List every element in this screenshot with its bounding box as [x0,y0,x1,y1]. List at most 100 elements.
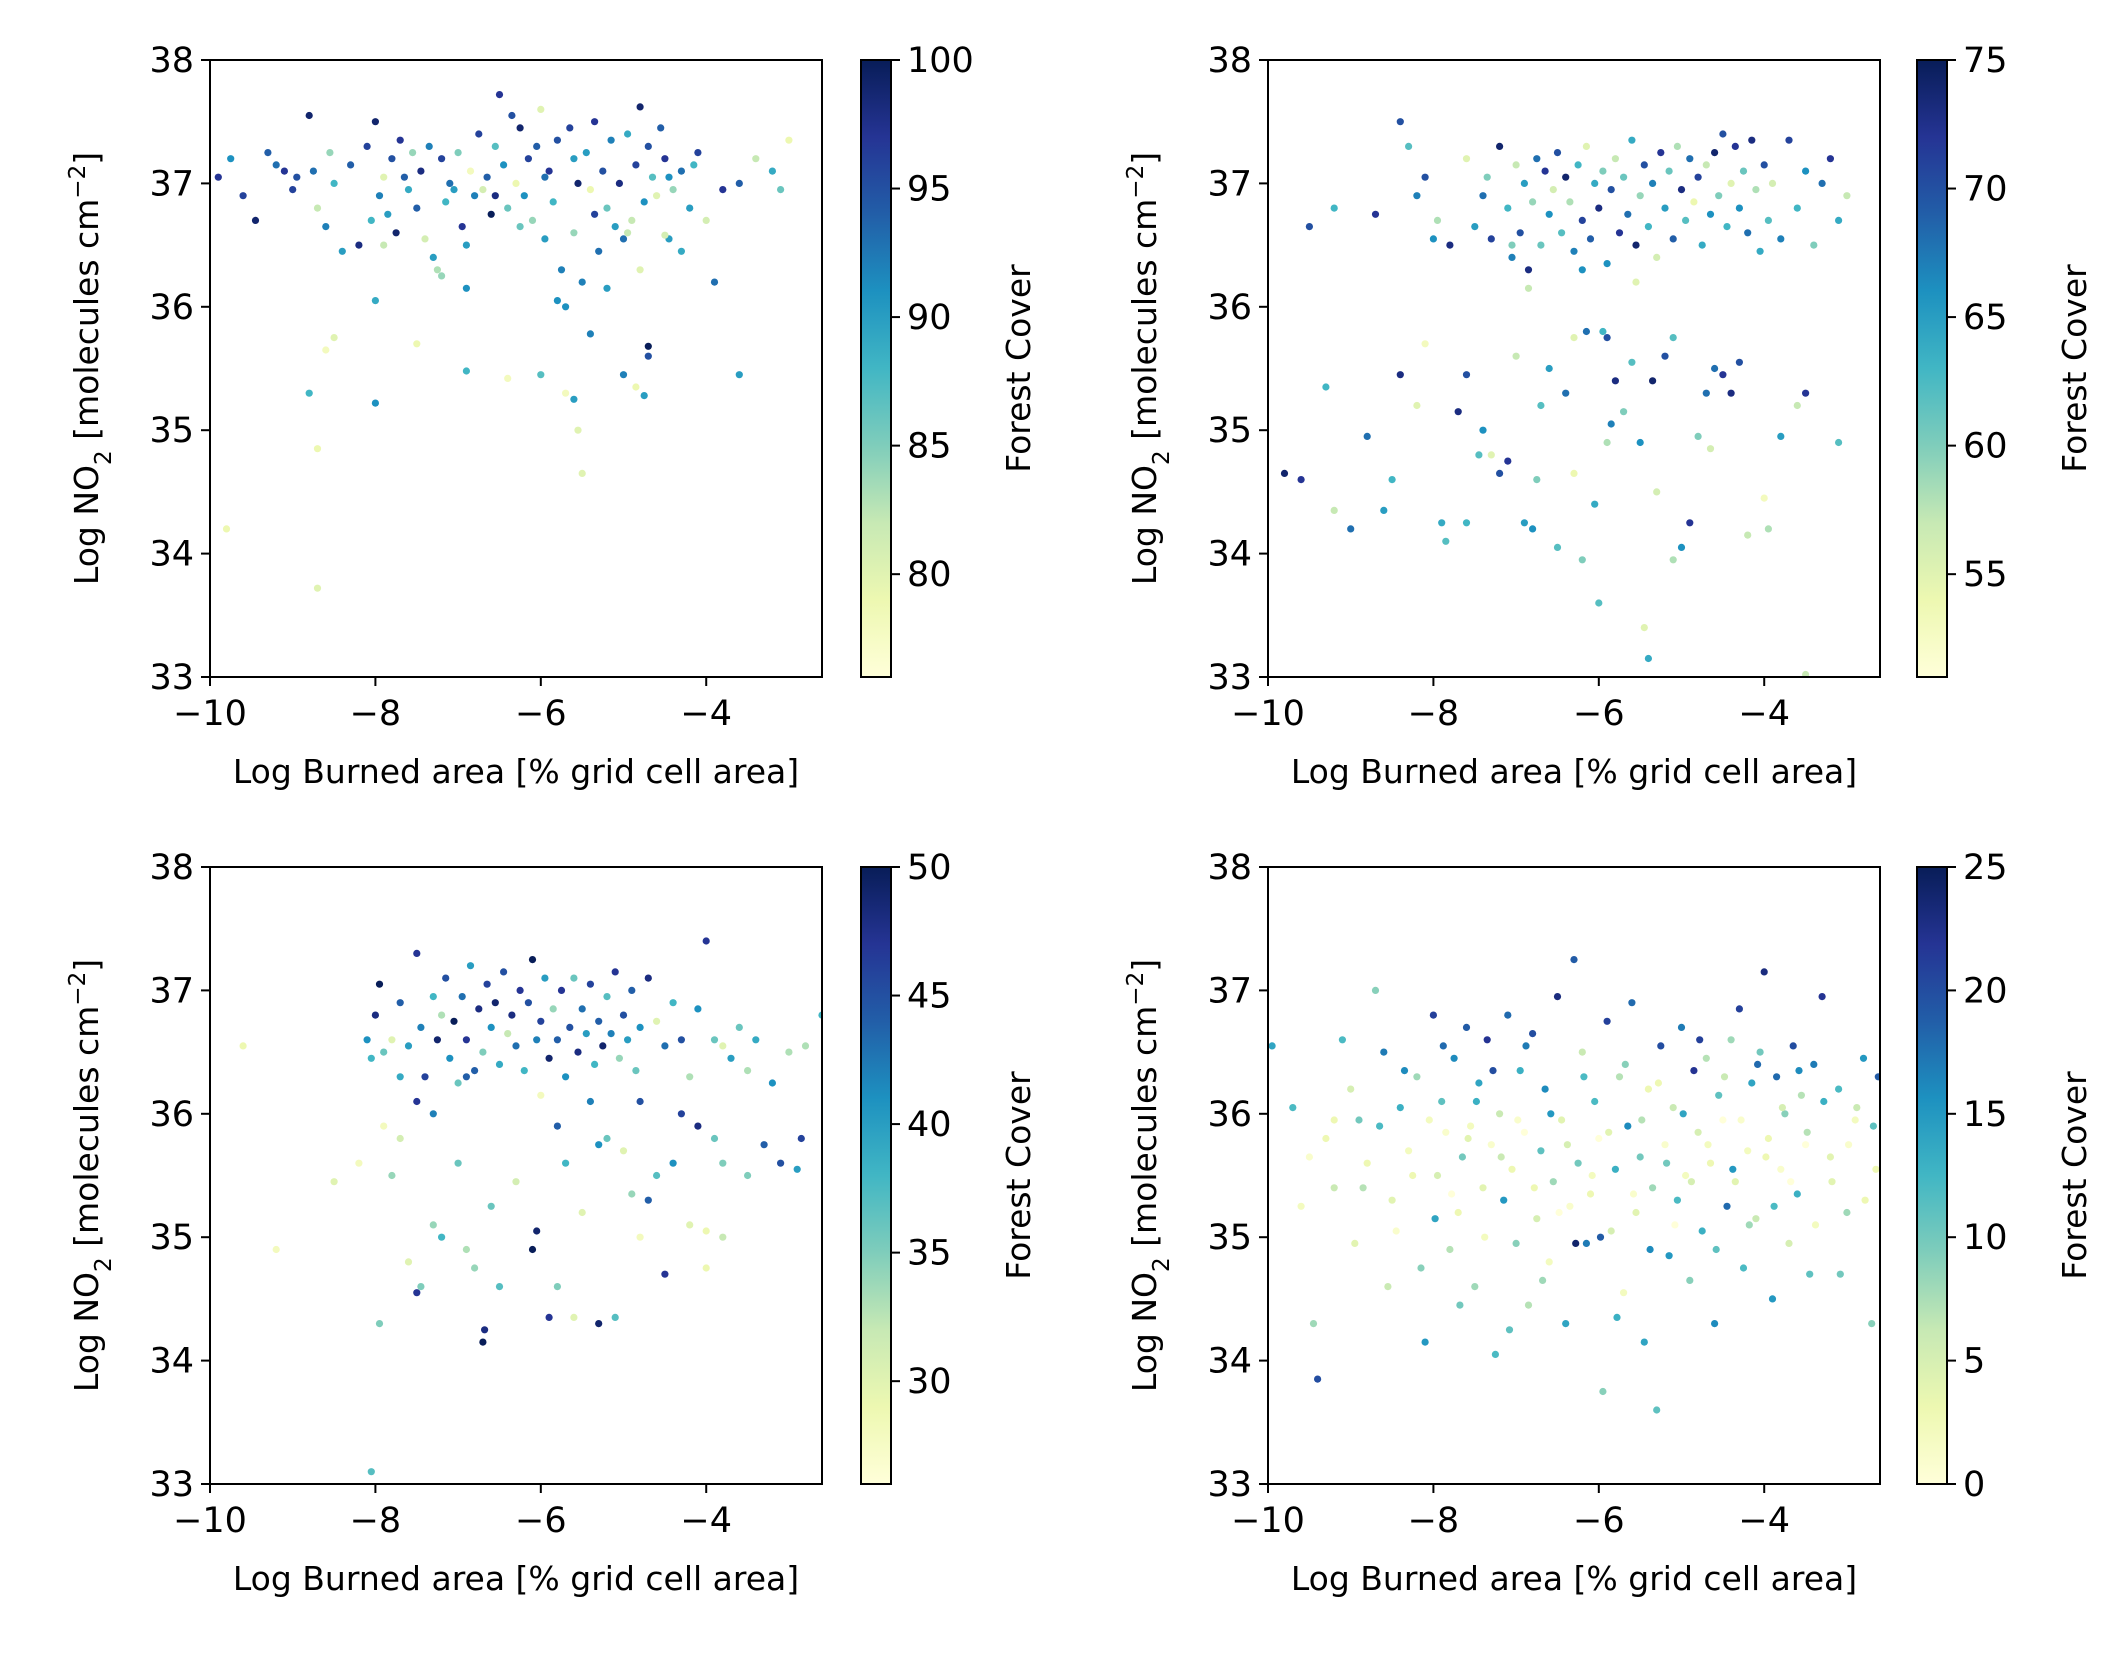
data-point [1475,451,1483,459]
panel-bottom-left: −10 −8 −6 −4 33 34 35 36 37 38 Log Burned area [% … [65,848,1038,1598]
data-point [462,241,470,249]
data-point [1380,1048,1388,1056]
data-point [545,167,553,175]
data-point [375,192,384,200]
data-point [1657,149,1665,157]
y-tick-label: 37 [149,971,194,1011]
data-point [1582,1239,1590,1247]
data-point [1487,451,1495,459]
data-point [1591,500,1599,508]
data-point [1330,1116,1338,1124]
data-point [537,1017,545,1025]
x-tick-label: −6 [515,694,567,734]
data-point [1694,1128,1702,1136]
data-point [1653,488,1661,496]
data-point [591,1060,599,1068]
data-point [528,1245,537,1254]
data-point [735,1023,743,1031]
data-point [1555,1208,1563,1217]
data-point [516,986,524,995]
data-point [1508,253,1516,261]
y-tick-label: 38 [1207,41,1252,81]
data-point [1545,1258,1553,1266]
x-tick-label: −10 [173,694,247,734]
data-point [1599,167,1607,175]
data-point [1524,266,1533,274]
data-point [1603,438,1611,447]
data-point [1845,1141,1853,1149]
data-point [1744,229,1752,237]
data-point [1677,543,1686,552]
data-point [1752,186,1760,194]
data-point [1562,1320,1570,1328]
data-point [1462,371,1471,379]
data-point [1620,408,1628,416]
data-point [413,949,421,958]
data-point [1727,179,1735,187]
data-point [1687,1178,1695,1186]
data-point [1529,525,1537,533]
data-point [1297,1202,1305,1210]
data-point [1613,1313,1621,1321]
data-point [586,330,595,338]
data-point [1669,334,1677,342]
data-point [1646,1245,1654,1254]
data-point [1624,210,1632,218]
data-point [578,469,586,477]
data-point [380,173,388,181]
data-point [1322,1134,1330,1143]
data-point [326,149,334,157]
data-point [1702,389,1710,397]
colorbar-tick-label: 5 [1963,1342,1985,1382]
data-point [516,223,524,231]
colorbar-tick-label: 70 [1963,170,2008,210]
data-point [1347,1085,1355,1093]
data-point [1715,1091,1723,1099]
data-point [1347,525,1355,533]
data-point [367,1054,375,1062]
data-point [417,1283,425,1291]
colorbar-gradient [861,60,891,677]
data-point [710,1036,719,1044]
data-point [1413,192,1421,200]
x-axis-label: Log Burned area [% grid cell area] [1291,752,1857,791]
data-point [578,1208,586,1217]
data-point [1558,229,1566,237]
data-point [462,1036,470,1044]
data-point [574,179,582,187]
data-point [1770,1202,1778,1210]
data-point [1615,229,1624,237]
data-point [777,1159,785,1167]
data-point [1760,968,1768,976]
data-point [1545,364,1553,373]
y-tick-label: 37 [1207,971,1252,1011]
data-point [442,198,450,206]
data-point [1572,1239,1580,1247]
data-point [1754,1060,1762,1068]
colorbar-label: Forest Cover [2055,264,2094,473]
scatter-points [214,91,793,592]
data-point [479,1338,487,1346]
data-point [752,155,760,163]
data-point [1438,1097,1446,1106]
y-tick-label: 36 [149,288,194,328]
data-point [1522,1042,1530,1050]
data-point [1500,1196,1508,1204]
y-axis-label: Log NO2 [molecules cm−2] [1123,152,1175,585]
data-point [793,1165,801,1173]
data-point [727,1054,735,1062]
data-point [438,1233,446,1241]
data-point [1835,1085,1843,1093]
data-point [1719,1116,1727,1124]
data-point [355,1159,363,1167]
data-point [371,118,379,126]
data-point [429,253,437,261]
y-tick-label: 35 [1207,1218,1252,1258]
data-point [1661,1141,1669,1149]
data-point [619,371,628,379]
data-point [1547,1110,1555,1118]
data-point [500,968,508,976]
data-point [1826,155,1834,163]
data-point [1530,1184,1538,1192]
data-point [1562,389,1570,397]
